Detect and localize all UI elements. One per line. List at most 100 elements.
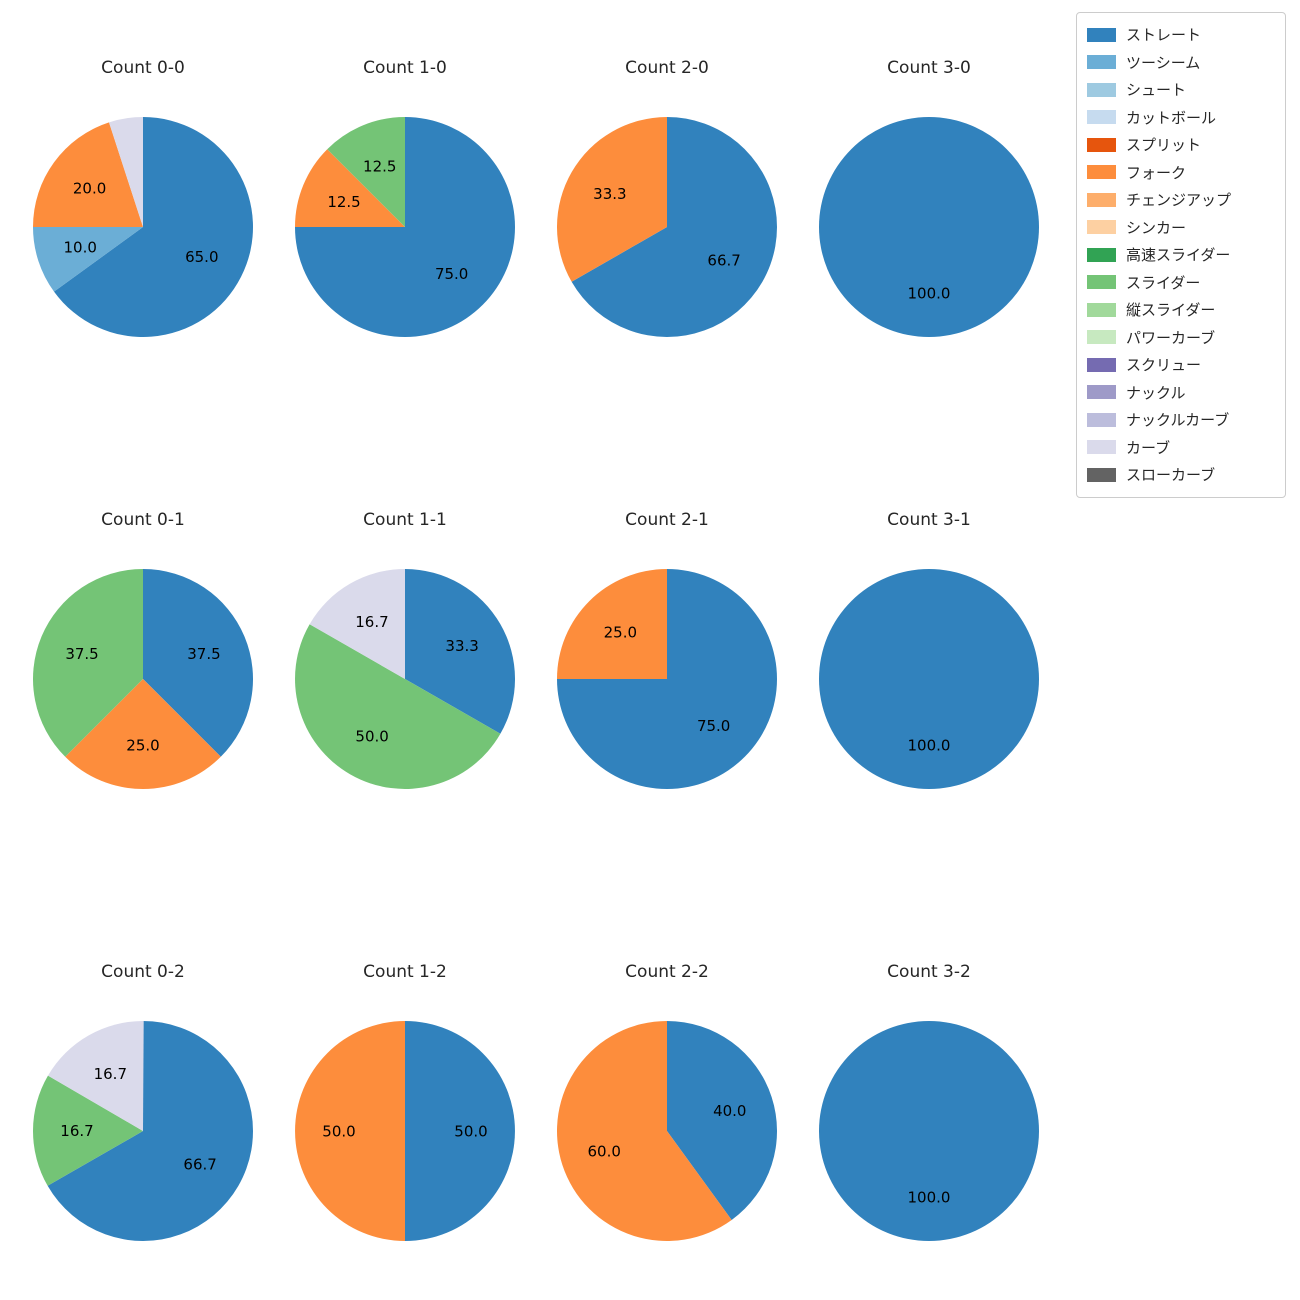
pie-slice-ストレート — [819, 569, 1039, 789]
legend-label: カットボール — [1126, 108, 1217, 127]
pie-pct-label: 33.3 — [593, 185, 626, 203]
pie-count-1-0: 75.0 12.512.5 — [295, 117, 515, 337]
legend-item-スクリュー: スクリュー — [1087, 351, 1277, 379]
chart-title-count-1-2: Count 1-2 — [363, 962, 447, 982]
pie-pct-label: 75.0 — [435, 265, 468, 283]
pie-pct-label: 66.7 — [707, 251, 740, 269]
legend-item-スローカーブ: スローカーブ — [1087, 461, 1277, 489]
pie-pct-label: 12.5 — [327, 193, 360, 211]
chart-count-0-0: Count 0-0 65.0 10.0 20.0 — [12, 58, 274, 510]
pie-pct-label: 100.0 — [908, 284, 951, 302]
legend-item-シンカー: シンカー — [1087, 214, 1277, 242]
pie-slice-ツーシーム — [33, 227, 143, 292]
legend-swatch — [1087, 220, 1116, 235]
pie-slice-ストレート — [571, 117, 777, 337]
chart-title-count-0-1: Count 0-1 — [101, 510, 185, 530]
pie-pct-label: 50.0 — [355, 727, 388, 745]
legend-item-ストレート: ストレート — [1087, 21, 1277, 49]
pie-slice-ストレート — [819, 117, 1039, 337]
pie-pct-label: 16.7 — [94, 1065, 127, 1083]
legend-swatch — [1087, 110, 1116, 125]
legend-items: ストレートツーシームシュートカットボール スプリットフォークチェンジアップ シンカー… — [1087, 21, 1277, 489]
pie-count-3-0: 100.0 — [819, 117, 1039, 337]
legend-item-スプリット: スプリット — [1087, 131, 1277, 159]
legend-label: シンカー — [1126, 218, 1187, 237]
pie-count-0-1: 37.5 25.0 37.5 — [33, 569, 253, 789]
chart-count-2-0: Count 2-0 66.7 33.3 — [536, 58, 798, 510]
pie-slice-ストレート — [819, 1021, 1039, 1241]
pie-pct-label: 25.0 — [126, 736, 159, 754]
legend-label: シュート — [1126, 81, 1187, 100]
pie-pct-label: 100.0 — [908, 736, 951, 754]
legend-swatch — [1087, 412, 1116, 427]
pie-count-0-0: 65.0 10.0 20.0 — [33, 117, 253, 337]
legend-item-カーブ: カーブ — [1087, 434, 1277, 462]
pie-pct-label: 16.7 — [60, 1122, 93, 1140]
chart-count-3-2: Count 3-2 100.0 — [798, 962, 1060, 1300]
chart-count-3-1: Count 3-1 100.0 — [798, 510, 1060, 962]
legend-label: スローカーブ — [1126, 466, 1216, 485]
chart-count-1-0: Count 1-0 75.0 12.5 12.5 — [274, 58, 536, 510]
pie-pct-label: 25.0 — [604, 624, 637, 642]
pie-slice-フォーク — [557, 117, 667, 282]
pie-slice-フォーク — [557, 1021, 732, 1241]
pie-pct-label: 75.0 — [697, 717, 730, 735]
legend-item-ナックルカーブ: ナックルカーブ — [1087, 406, 1277, 434]
legend-swatch — [1087, 357, 1116, 372]
chart-title-count-3-1: Count 3-1 — [887, 510, 971, 530]
pie-count-1-1: 33.3 50.0 16.7 — [295, 569, 515, 789]
legend-item-パワーカーブ: パワーカーブ — [1087, 324, 1277, 352]
legend-label: スプリット — [1126, 136, 1202, 155]
pie-pct-label: 12.5 — [363, 157, 396, 175]
pie-slice-カーブ — [309, 569, 405, 679]
pie-count-0-2: 66.7 16.7 16.7 — [33, 1021, 253, 1241]
chart-title-count-2-0: Count 2-0 — [625, 58, 709, 78]
legend-label: チェンジアップ — [1126, 191, 1232, 210]
legend-label: ストレート — [1126, 26, 1202, 45]
chart-title-count-1-0: Count 1-0 — [363, 58, 447, 78]
pie-chart-grid: Count 0-0 65.0 10.0 20.0 Count 1-0 75.0 12.… — [12, 58, 1060, 1300]
pie-pct-label: 16.7 — [355, 613, 388, 631]
pie-slice-ストレート — [405, 1021, 515, 1241]
legend-swatch — [1087, 27, 1116, 42]
chart-count-0-1: Count 0-1 37.5 25.0 37.5 — [12, 510, 274, 962]
legend-label: ナックルカーブ — [1126, 411, 1230, 430]
pie-pct-label: 37.5 — [65, 645, 98, 663]
legend-item-カットボール: カットボール — [1087, 104, 1277, 132]
legend-swatch — [1087, 82, 1116, 97]
legend-item-チェンジアップ: チェンジアップ — [1087, 186, 1277, 214]
pie-pct-label: 66.7 — [183, 1155, 216, 1173]
pie-slice-カーブ — [109, 117, 143, 227]
chart-title-count-2-2: Count 2-2 — [625, 962, 709, 982]
legend-item-フォーク: フォーク — [1087, 159, 1277, 187]
pie-slice-フォーク — [65, 679, 221, 789]
pie-slice-カーブ — [47, 1021, 144, 1131]
pie-slice-ストレート — [47, 1021, 253, 1241]
pie-slice-ストレート — [405, 569, 515, 734]
chart-count-2-2: Count 2-2 40.0 60.0 — [536, 962, 798, 1300]
pie-slice-フォーク — [33, 122, 143, 227]
chart-count-3-0: Count 3-0 100.0 — [798, 58, 1060, 510]
legend-swatch — [1087, 165, 1116, 180]
pie-pct-label: 65.0 — [185, 248, 218, 266]
pie-pct-label: 20.0 — [73, 179, 106, 197]
pie-slice-フォーク — [295, 149, 405, 227]
legend-swatch — [1087, 55, 1116, 70]
pie-pct-label: 40.0 — [713, 1102, 746, 1120]
pie-slice-フォーク — [557, 569, 667, 679]
chart-count-1-2: Count 1-2 50.0 50.0 — [274, 962, 536, 1300]
chart-title-count-0-2: Count 0-2 — [101, 962, 185, 982]
legend-swatch — [1087, 192, 1116, 207]
pie-slice-ストレート — [143, 569, 253, 757]
legend-label: 縦スライダー — [1126, 301, 1216, 320]
legend-item-高速スライダー: 高速スライダー — [1087, 241, 1277, 269]
legend-item-ツーシーム: ツーシーム — [1087, 49, 1277, 77]
chart-count-2-1: Count 2-1 75.0 25.0 — [536, 510, 798, 962]
legend-swatch — [1087, 330, 1116, 345]
legend-item-ナックル: ナックル — [1087, 379, 1277, 407]
chart-title-count-2-1: Count 2-1 — [625, 510, 709, 530]
pie-count-3-1: 100.0 — [819, 569, 1039, 789]
pie-count-3-2: 100.0 — [819, 1021, 1039, 1241]
pie-slice-スライダー — [33, 1075, 143, 1186]
